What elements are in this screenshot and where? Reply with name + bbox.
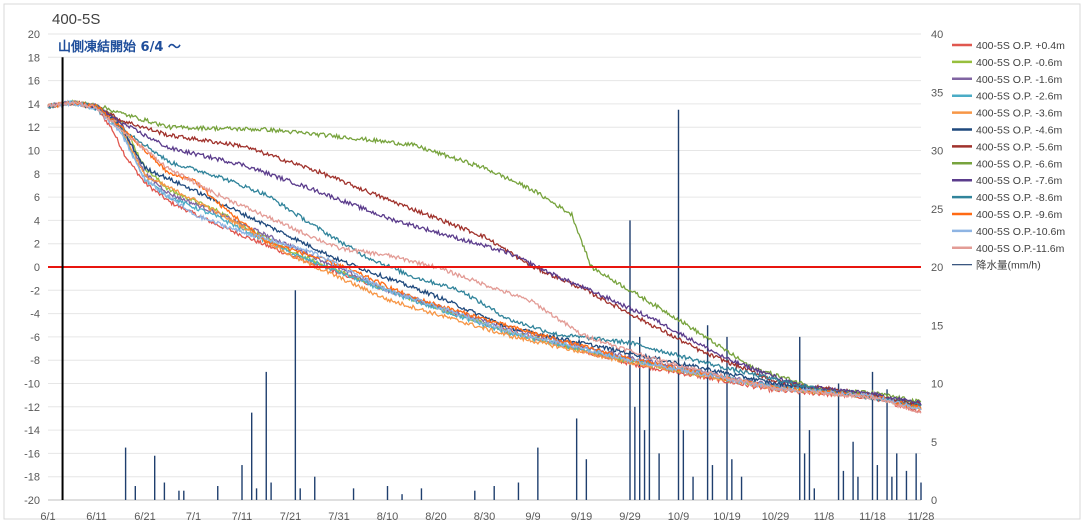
y-right-tick-label: 20 <box>931 262 943 274</box>
x-tick-label: 9/29 <box>619 511 640 523</box>
legend-label: 400-5S O.P. -2.6m <box>976 91 1062 103</box>
x-tick-label: 8/30 <box>474 511 495 523</box>
x-tick-label: 11/8 <box>814 511 835 523</box>
x-tick-label: 9/19 <box>571 511 592 523</box>
legend-label: 400-5S O.P. -8.6m <box>976 192 1062 204</box>
y-left-tick-label: 12 <box>28 122 40 134</box>
y-left-tick-label: -16 <box>24 448 40 460</box>
legend-label: 400-5S O.P.-10.6m <box>976 226 1065 238</box>
series-line <box>47 100 922 406</box>
x-tick-label: 11/18 <box>859 511 886 523</box>
series-line <box>47 100 922 407</box>
y-left-tick-label: -8 <box>30 355 40 367</box>
x-tick-label: 6/11 <box>86 511 107 523</box>
series-line <box>47 100 922 414</box>
y-left-tick-label: 4 <box>34 215 40 227</box>
y-right-tick-label: 15 <box>931 320 943 332</box>
y-left-tick-label: 20 <box>28 29 40 41</box>
y-right-tick-label: 0 <box>931 495 937 507</box>
y-right-tick-label: 40 <box>931 29 943 41</box>
legend: 400-5S O.P. +0.4m 400-5S O.P. -0.6m 400-5S… <box>952 40 1065 272</box>
chart-title: 400-5S <box>52 11 100 28</box>
left-axis-ticks: 20181614121086420-2-4-6-8-10-12-14-16-18… <box>24 29 40 507</box>
x-tick-label: 10/9 <box>668 511 689 523</box>
legend-label: 降水量(mm/h) <box>976 259 1041 272</box>
series-line <box>47 100 922 410</box>
y-left-tick-label: -14 <box>24 425 40 437</box>
legend-label: 400-5S O.P. -4.6m <box>976 125 1062 137</box>
y-left-tick-label: 18 <box>28 52 40 64</box>
right-axis-ticks: 40 35 30 25 20 15 10 5 0 <box>931 29 943 507</box>
y-right-tick-label: 10 <box>931 379 943 391</box>
y-left-tick-label: -2 <box>30 285 40 297</box>
y-right-tick-label: 30 <box>931 146 943 158</box>
y-left-tick-label: 0 <box>34 262 40 274</box>
y-left-tick-label: 2 <box>34 239 40 251</box>
x-tick-label: 7/1 <box>186 511 201 523</box>
y-left-tick-label: -20 <box>24 495 40 507</box>
temperature-lines <box>47 98 922 414</box>
y-left-tick-label: -4 <box>30 309 40 321</box>
x-tick-label: 6/1 <box>40 511 55 523</box>
y-right-tick-label: 5 <box>931 437 937 449</box>
y-left-tick-label: 8 <box>34 169 40 181</box>
y-left-tick-label: 10 <box>28 146 40 158</box>
x-tick-label: 8/20 <box>425 511 446 523</box>
x-tick-label: 10/19 <box>713 511 741 523</box>
y-left-tick-label: -10 <box>24 379 40 391</box>
chart-border <box>3 3 1081 520</box>
y-right-tick-label: 25 <box>931 204 943 216</box>
legend-label: 400-5S O.P. -1.6m <box>976 74 1062 86</box>
y-left-tick-label: 14 <box>28 99 40 111</box>
y-left-tick-label: 6 <box>34 192 40 204</box>
freeze-start-annotation: 山側凍結開始 6/4 ～ <box>58 39 181 55</box>
y-right-tick-label: 35 <box>931 87 943 99</box>
x-tick-label: 9/9 <box>525 511 540 523</box>
x-tick-label: 7/11 <box>232 511 253 523</box>
x-axis-ticks: 6/1 6/11 6/21 7/1 7/11 7/21 7/31 8/10 8/20 8/30 9/… <box>40 511 934 523</box>
y-left-tick-label: -6 <box>30 332 40 344</box>
legend-label: 400-5S O.P. -9.6m <box>976 209 1062 221</box>
legend-label: 400-5S O.P. +0.4m <box>976 40 1065 52</box>
x-tick-label: 11/28 <box>908 511 935 523</box>
x-tick-label: 7/31 <box>328 511 349 523</box>
x-tick-label: 10/29 <box>762 511 790 523</box>
legend-label: 400-5S O.P. -0.6m <box>976 57 1062 69</box>
legend-label: 400-5S O.P. -5.6m <box>976 141 1062 153</box>
x-tick-label: 7/21 <box>280 511 301 523</box>
legend-label: 400-5S O.P. -3.6m <box>976 108 1062 120</box>
y-left-tick-label: -12 <box>24 402 40 414</box>
legend-label: 400-5S O.P. -6.6m <box>976 158 1062 170</box>
precipitation-bars <box>124 109 922 500</box>
legend-label: 400-5S O.P.-11.6m <box>976 243 1065 255</box>
y-left-tick-label: 16 <box>28 76 40 88</box>
x-tick-label: 6/21 <box>134 511 155 523</box>
legend-label: 400-5S O.P. -7.6m <box>976 175 1062 187</box>
x-tick-label: 8/10 <box>377 511 398 523</box>
series-line <box>47 99 922 408</box>
y-left-tick-label: -18 <box>24 472 40 484</box>
